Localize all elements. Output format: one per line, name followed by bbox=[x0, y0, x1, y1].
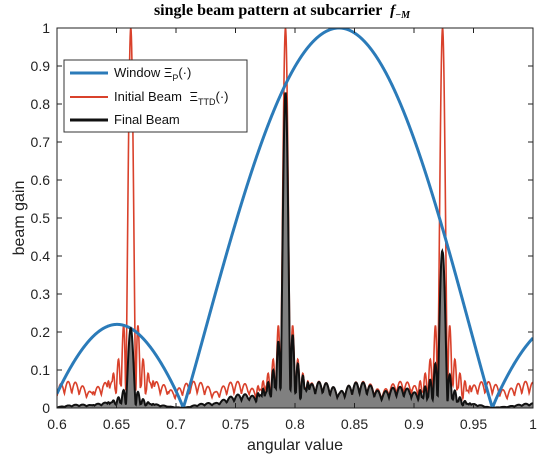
y-tick-label: 0.3 bbox=[31, 286, 51, 302]
x-tick-label: 0.6 bbox=[47, 416, 67, 432]
x-tick-label: 0.75 bbox=[222, 416, 249, 432]
y-tick-label: 0 bbox=[42, 400, 50, 416]
final-beam-line bbox=[57, 92, 533, 408]
window-line bbox=[57, 28, 533, 408]
y-tick-label: 0.7 bbox=[31, 134, 51, 150]
legend-entry-initial-beam: Initial Beam ΞTTD(·) bbox=[114, 89, 229, 107]
y-tick-label: 0.8 bbox=[31, 96, 51, 112]
x-tick-label: 0.8 bbox=[285, 416, 305, 432]
y-axis-label: beam gain bbox=[11, 181, 28, 256]
legend-entry-final-beam: Final Beam bbox=[114, 112, 180, 127]
x-tick-label: 0.9 bbox=[404, 416, 424, 432]
legend-entry-window: Window ΞP(·) bbox=[114, 65, 191, 83]
x-tick-label: 0.7 bbox=[166, 416, 186, 432]
y-tick-label: 1 bbox=[42, 20, 50, 36]
ticks-layer: 0.6 0.65 0.7 0.75 0.8 0.85 0.9 0.95 1 0 0.1 0.2 0.3 0… bbox=[31, 20, 538, 432]
x-tick-label: 0.85 bbox=[341, 416, 368, 432]
y-tick-label: 0.5 bbox=[31, 210, 51, 226]
y-tick-label: 0.4 bbox=[31, 248, 51, 264]
x-tick-label: 0.95 bbox=[460, 416, 487, 432]
y-tick-label: 0.1 bbox=[31, 362, 51, 378]
x-tick-label: 1 bbox=[529, 416, 537, 432]
y-tick-label: 0.6 bbox=[31, 172, 51, 188]
x-axis-label: angular value bbox=[247, 437, 343, 454]
chart-title: single beam pattern at subcarrier f−M bbox=[154, 2, 411, 21]
curves-layer bbox=[57, 28, 533, 408]
y-tick-label: 0.2 bbox=[31, 324, 51, 340]
y-tick-label: 0.9 bbox=[31, 58, 51, 74]
legend: Window ΞP(·) Initial Beam ΞTTD(·) Final … bbox=[63, 59, 248, 133]
x-tick-label: 0.65 bbox=[103, 416, 130, 432]
